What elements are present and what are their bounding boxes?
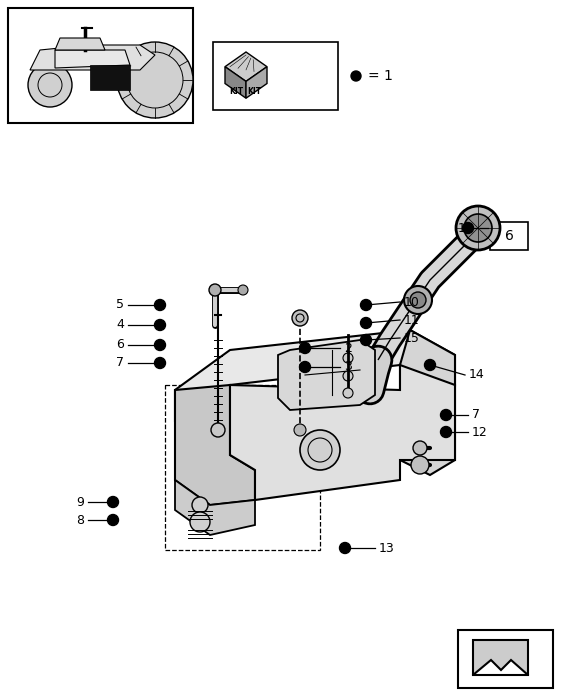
Text: 5: 5 — [116, 298, 124, 312]
Circle shape — [456, 206, 500, 250]
Circle shape — [361, 318, 371, 328]
Circle shape — [294, 424, 306, 436]
Circle shape — [463, 223, 473, 234]
Circle shape — [343, 388, 353, 398]
Text: 7: 7 — [116, 356, 124, 370]
Circle shape — [117, 42, 193, 118]
Polygon shape — [175, 330, 455, 420]
Text: 6: 6 — [505, 229, 514, 243]
Circle shape — [108, 514, 119, 526]
Polygon shape — [473, 640, 528, 675]
Circle shape — [361, 335, 371, 346]
Polygon shape — [400, 330, 455, 475]
Text: 11: 11 — [404, 314, 420, 326]
Circle shape — [404, 286, 432, 314]
Circle shape — [464, 214, 492, 242]
Circle shape — [441, 410, 451, 421]
Circle shape — [292, 310, 308, 326]
Text: 6: 6 — [116, 339, 124, 351]
Circle shape — [108, 496, 119, 507]
Circle shape — [299, 361, 311, 372]
Polygon shape — [175, 450, 255, 535]
Text: 8: 8 — [76, 514, 84, 526]
Circle shape — [190, 512, 210, 532]
Text: = 1: = 1 — [368, 69, 393, 83]
Text: 3: 3 — [344, 360, 352, 374]
Polygon shape — [175, 385, 255, 505]
Circle shape — [340, 542, 350, 554]
Circle shape — [425, 360, 435, 370]
Circle shape — [351, 71, 361, 81]
Circle shape — [238, 285, 248, 295]
Circle shape — [411, 456, 429, 474]
Text: 9: 9 — [76, 496, 84, 508]
Bar — [213, 42, 338, 110]
Circle shape — [300, 430, 340, 470]
Polygon shape — [225, 66, 246, 98]
Circle shape — [154, 319, 166, 330]
Text: KIT: KIT — [229, 88, 243, 97]
Text: 15: 15 — [404, 332, 420, 344]
Text: 2: 2 — [344, 342, 352, 354]
Circle shape — [410, 292, 426, 308]
Circle shape — [154, 340, 166, 351]
Circle shape — [154, 358, 166, 368]
Polygon shape — [278, 340, 375, 410]
Circle shape — [343, 353, 353, 363]
Text: 17: 17 — [486, 221, 502, 234]
Bar — [8, 8, 193, 123]
Text: 10: 10 — [404, 295, 420, 309]
Polygon shape — [225, 52, 267, 81]
Polygon shape — [55, 38, 105, 50]
Circle shape — [343, 371, 353, 381]
Polygon shape — [90, 65, 130, 90]
Bar — [490, 222, 528, 250]
Polygon shape — [30, 45, 155, 70]
Text: 17: 17 — [458, 221, 474, 234]
Circle shape — [299, 342, 311, 354]
Text: 7: 7 — [472, 409, 480, 421]
Text: 4: 4 — [116, 318, 124, 332]
Circle shape — [211, 423, 225, 437]
Text: 14: 14 — [469, 368, 485, 382]
Polygon shape — [230, 365, 455, 500]
Bar — [458, 630, 553, 688]
Bar — [318, 362, 346, 390]
Circle shape — [28, 63, 72, 107]
Circle shape — [192, 497, 208, 513]
Circle shape — [209, 284, 221, 296]
Text: KIT: KIT — [247, 88, 261, 97]
Text: 13: 13 — [379, 542, 395, 554]
Circle shape — [441, 426, 451, 438]
Polygon shape — [246, 66, 267, 98]
Bar — [165, 385, 320, 550]
Circle shape — [413, 441, 427, 455]
Text: 12: 12 — [472, 426, 488, 438]
Circle shape — [361, 300, 371, 311]
Circle shape — [154, 300, 166, 311]
Polygon shape — [55, 50, 130, 68]
